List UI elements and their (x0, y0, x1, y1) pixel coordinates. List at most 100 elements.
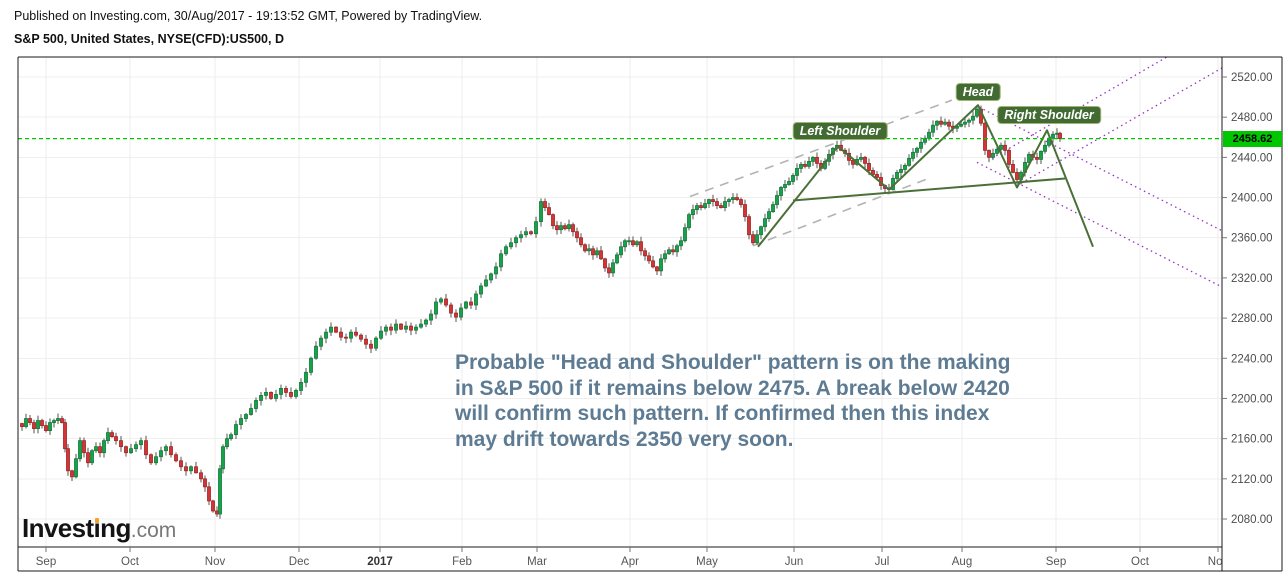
candle (963, 117, 967, 128)
candle (779, 186, 783, 201)
candle (611, 259, 615, 277)
candle-body-up (795, 168, 799, 176)
candle-body-down (655, 266, 659, 272)
candle (691, 204, 695, 220)
candle-body-down (82, 440, 86, 454)
candle-body-up (627, 240, 631, 243)
candle (78, 437, 82, 462)
candle-body-up (775, 195, 779, 205)
time-tick-label: Apr (621, 556, 639, 568)
left-shoulder-label: Left Shoulder (792, 122, 888, 140)
candle (225, 433, 229, 450)
candle-body-up (919, 141, 923, 149)
head-label: Head (955, 83, 1001, 101)
candle (903, 163, 907, 174)
candle (1051, 131, 1055, 143)
price-axis[interactable]: 2520.00 2480.00 2440.00 2400.00 2360.00 2320.… (1222, 72, 1273, 526)
candle (289, 387, 293, 399)
candle (349, 329, 353, 343)
candle (199, 469, 203, 483)
candle (409, 322, 413, 336)
price-tick-label: 2240.00 (1231, 353, 1273, 365)
candle (494, 262, 498, 279)
candle-body-down (215, 510, 219, 515)
candle (783, 180, 787, 192)
candle-body-up (635, 241, 639, 246)
candle-body-down (454, 312, 458, 318)
candle-body-up (667, 249, 671, 255)
candle (106, 427, 110, 444)
candle (723, 196, 727, 212)
candle-body-up (691, 209, 695, 216)
candle-body-up (129, 448, 133, 454)
candle (139, 437, 143, 450)
head-shoulders-pattern (757, 104, 1094, 248)
candle-body-up (429, 313, 433, 321)
candle-body-up (915, 147, 919, 153)
candle (599, 245, 603, 260)
candle (102, 438, 106, 458)
candle (655, 265, 659, 275)
candle (547, 202, 551, 216)
candle-body-up (755, 234, 759, 244)
candle (369, 339, 373, 353)
gray-trendline (689, 99, 953, 198)
candle (63, 418, 67, 453)
price-tick-label: 2480.00 (1231, 112, 1273, 124)
investing-logo[interactable]: Investı ng.com (22, 513, 176, 544)
candle-body-down (543, 201, 547, 208)
candle (414, 324, 418, 335)
candle-body-up (771, 204, 775, 213)
candle-body-up (587, 248, 591, 252)
time-tick-label: 2017 (367, 556, 393, 568)
candle (775, 190, 779, 209)
candle-body-up (611, 262, 615, 274)
candle-body-down (715, 201, 719, 206)
candle-body-up (294, 390, 298, 397)
candle-body-up (727, 199, 731, 202)
candle (799, 161, 803, 173)
candle (623, 238, 627, 252)
candle-body-down (70, 470, 74, 478)
candle-body-up (439, 298, 443, 303)
candle-body-up (675, 245, 679, 253)
candle (1039, 150, 1043, 164)
candle-body-down (284, 388, 288, 393)
candle-body-up (94, 446, 98, 452)
candle (52, 418, 56, 428)
candle (759, 225, 763, 240)
candle (218, 464, 222, 519)
candle (179, 456, 183, 471)
candle-body-down (344, 336, 348, 339)
candle-body-up (404, 325, 408, 330)
candle-body-down (184, 466, 188, 472)
candle-body-up (102, 440, 106, 454)
candle-body-up (329, 326, 333, 333)
candle-body-up (244, 414, 248, 419)
candle-body-down (671, 249, 675, 253)
candle (595, 247, 599, 259)
candle-body-up (931, 124, 935, 133)
candle-body-up (434, 301, 438, 315)
candle (479, 282, 483, 298)
candle-body-down (851, 159, 855, 165)
candle-body-down (207, 486, 211, 502)
candle-body-down (739, 199, 743, 205)
candle (751, 230, 755, 246)
candle (24, 413, 28, 429)
candle (314, 341, 318, 360)
candle-body-up (36, 420, 40, 429)
candle (755, 230, 759, 245)
candle-body-down (203, 478, 207, 488)
candle (695, 202, 699, 215)
candle-body-down (179, 460, 183, 468)
candle-body-down (751, 234, 755, 244)
candle (543, 198, 547, 212)
candle (663, 250, 667, 263)
candle-body-down (169, 446, 173, 456)
candle-body-up (324, 331, 328, 339)
candle (643, 247, 647, 261)
time-axis[interactable]: Sep Oct Nov Dec 2017 Feb Mar Apr May Jun Jul Aug Sep… (36, 547, 1229, 568)
candle-body-up (999, 144, 1003, 150)
candle (911, 147, 915, 162)
